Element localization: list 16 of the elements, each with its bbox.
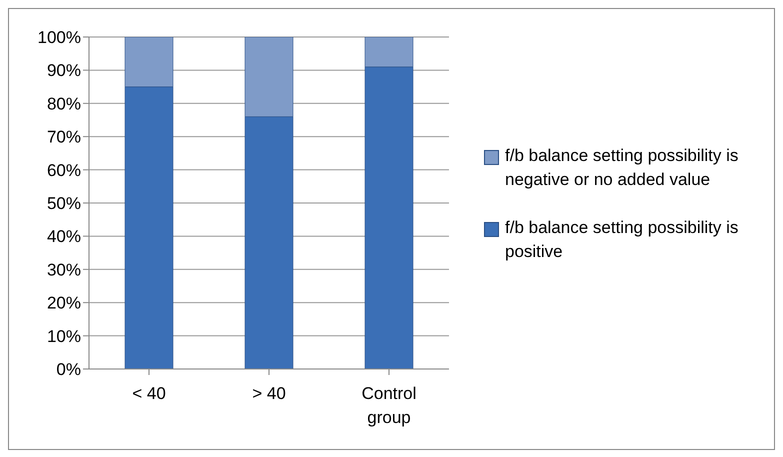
y-tick-label: 20% [46, 294, 81, 313]
x-tick-label: < 40 [132, 384, 166, 403]
y-tick-label: 50% [46, 194, 81, 214]
y-tick-label: 10% [46, 326, 81, 346]
x-tick-label: > 40 [252, 384, 286, 403]
x-tick-label: Control group [362, 384, 416, 427]
legend-label: f/b balance setting possibility is positive [505, 217, 740, 263]
y-tick-label: 70% [46, 128, 81, 147]
y-tick-label: 40% [46, 227, 81, 246]
y-tick-label: 90% [46, 61, 81, 80]
legend-label: f/b balance setting possibility is negative or no added value [505, 145, 740, 191]
y-tick-label: 80% [46, 94, 81, 114]
y-tick-label: 60% [46, 160, 81, 180]
y-tick-label: 100% [38, 28, 81, 48]
y-tick-label: 0% [56, 360, 81, 380]
y-tick-label: 30% [46, 260, 81, 280]
